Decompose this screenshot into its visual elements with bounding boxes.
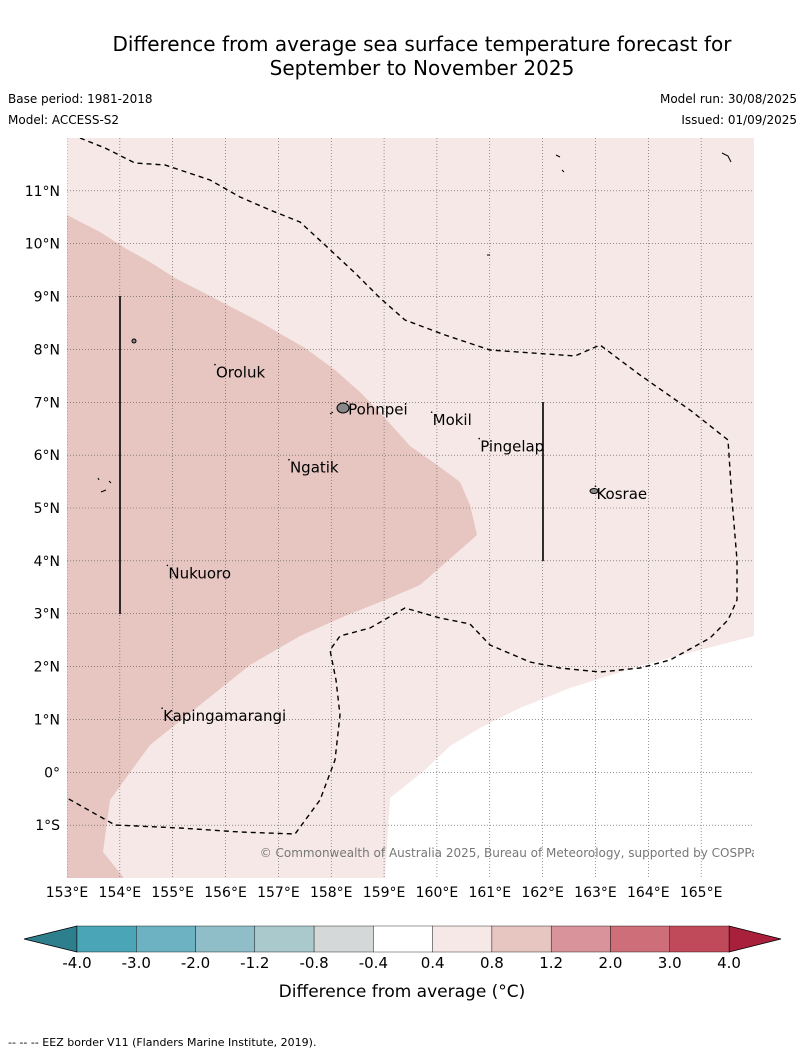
colorbar-segment <box>195 925 256 953</box>
colorbar-segment <box>76 925 137 953</box>
colorbar-segment <box>136 925 196 953</box>
colorbar-tick-label: -0.4 <box>359 954 388 972</box>
place-marker <box>166 564 169 567</box>
colorbar-labels: -4.0 -3.0 -2.0 -1.2 -0.8 -0.4 0.4 0.8 1.2 2.0 3.0 4… <box>62 954 741 972</box>
lon-tick-label: 165°E <box>680 885 723 901</box>
colorbar-over-arrow <box>728 925 782 953</box>
lon-tick-label: 153°E <box>46 885 89 901</box>
place-marker <box>161 707 163 709</box>
lon-tick-label: 161°E <box>468 885 511 901</box>
lon-tick-label: 162°E <box>521 885 564 901</box>
lon-tick-label: 155°E <box>151 885 194 901</box>
island-kosrae <box>589 488 599 494</box>
lat-tick-label: 0° <box>44 765 60 781</box>
colorbar-tick-label: -1.2 <box>240 954 269 972</box>
colorbar-tick-label: -2.0 <box>181 954 210 972</box>
lat-tick-label: 7°N <box>34 395 60 411</box>
place-label: Pohnpei <box>348 401 408 419</box>
place-label: Oroluk <box>216 364 265 382</box>
place-marker <box>478 437 481 440</box>
place-marker <box>594 485 597 487</box>
place-label: Mokil <box>433 411 472 429</box>
colorbar-tick-label: 4.0 <box>717 954 741 972</box>
colorbar-tick-label: -3.0 <box>122 954 151 972</box>
lat-tick-label: 6°N <box>34 448 60 464</box>
colorbar-tick-label: 1.2 <box>539 954 563 972</box>
island-small-3 <box>555 152 732 173</box>
lon-tick-label: 157°E <box>257 885 300 901</box>
longitude-tick-labels: 153°E 154°E 155°E 156°E 157°E 158°E 159°E 160°E… <box>46 885 723 901</box>
place-marker <box>430 411 433 413</box>
island-small-1 <box>131 338 137 344</box>
colorbar <box>23 925 782 953</box>
colorbar-tick-label: 3.0 <box>658 954 682 972</box>
place-labels: Oroluk Pohnpei Mokil Pingelap Ngatik Kosrae Nu… <box>161 363 647 725</box>
place-label: Nukuoro <box>168 564 231 582</box>
lat-tick-label: 11°N <box>25 184 60 200</box>
lon-tick-label: 164°E <box>627 885 670 901</box>
place-marker <box>346 400 348 403</box>
lat-tick-label: 10°N <box>25 237 60 253</box>
place-label: Ngatik <box>290 459 339 477</box>
colorbar-under-arrow <box>23 925 78 953</box>
colorbar-segment <box>432 925 493 953</box>
lon-tick-label: 163°E <box>574 885 617 901</box>
island-pohnpei <box>336 402 350 414</box>
title-line-1: Difference from average sea surface temp… <box>112 32 732 56</box>
colorbar-segment <box>254 925 315 953</box>
eez-footnote: -- -- -- EEZ border V11 (Flanders Marine… <box>8 1036 317 1049</box>
lat-tick-label: 4°N <box>34 554 60 570</box>
base-period: Base period: 1981-2018 <box>8 92 153 106</box>
lon-tick-label: 159°E <box>363 885 406 901</box>
colorbar-tick-label: -4.0 <box>62 954 91 972</box>
place-marker <box>214 363 216 366</box>
lat-tick-label: 8°N <box>34 342 60 358</box>
colorbar-segment <box>313 925 374 953</box>
lon-tick-label: 158°E <box>310 885 353 901</box>
lat-tick-label: 3°N <box>34 607 60 623</box>
colorbar-tick-label: -0.8 <box>299 954 328 972</box>
lon-tick-label: 160°E <box>416 885 459 901</box>
lon-tick-label: 154°E <box>99 885 142 901</box>
latitude-tick-labels: 11°N 10°N 9°N 8°N 7°N 6°N 5°N 4°N 3°N 2°N 1°N 0° 1°S <box>25 184 60 834</box>
islands <box>97 152 732 494</box>
island-small-4 <box>329 411 334 415</box>
colorbar-segment <box>669 925 730 953</box>
colorbar-tick-label: 0.4 <box>421 954 445 972</box>
lat-tick-label: 1°N <box>34 712 60 728</box>
place-marker <box>288 458 290 461</box>
colorbar-title: Difference from average (°C) <box>279 982 526 1002</box>
copyright-text: © Commonwealth of Australia 2025, Bureau… <box>260 846 765 860</box>
lat-tick-label: 1°S <box>35 818 60 834</box>
colorbar-tick-label: 0.8 <box>480 954 504 972</box>
gridlines <box>67 138 754 878</box>
place-label: Pingelap <box>480 438 544 456</box>
colorbar-tick-label: 2.0 <box>599 954 623 972</box>
lat-tick-label: 5°N <box>34 501 60 517</box>
place-label: Kapingamarangi <box>163 707 286 725</box>
title-line-2: September to November 2025 <box>269 56 575 80</box>
anomaly-field-neutral <box>385 636 754 878</box>
model-run: Model run: 30/08/2025 <box>659 92 797 106</box>
place-label: Kosrae <box>596 485 647 503</box>
issued-date: Issued: 01/09/2025 <box>681 113 797 127</box>
lat-tick-label: 9°N <box>34 290 60 306</box>
lon-tick-label: 156°E <box>204 885 247 901</box>
colorbar-segment <box>373 925 433 953</box>
lat-tick-label: 2°N <box>34 660 60 676</box>
colorbar-segment <box>550 925 611 953</box>
island-small-2 <box>97 477 112 493</box>
colorbar-segment <box>491 925 552 953</box>
sst-map: Oroluk Pohnpei Mokil Pingelap Ngatik Kosrae Nu… <box>23 138 782 1002</box>
colorbar-segment <box>610 925 670 953</box>
model-name: Model: ACCESS-S2 <box>8 113 120 127</box>
